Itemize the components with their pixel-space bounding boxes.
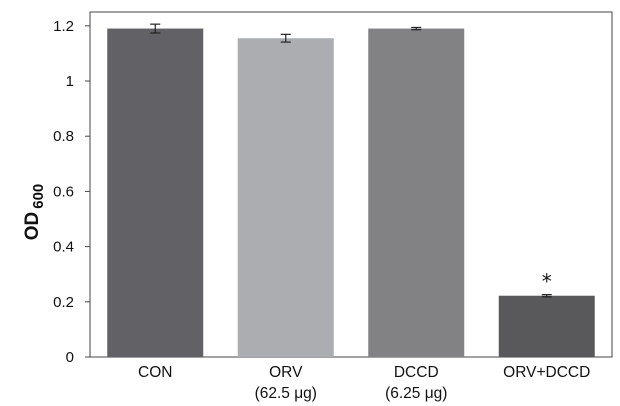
- y-tick-label: 1.2: [53, 18, 74, 35]
- x-category-label: DCCD: [394, 364, 439, 381]
- plot-area: 0 0.2 0.4 0.6 0.8 1 1.2 CON ORV (62.5 μg) DCCD (6.2…: [53, 11, 613, 402]
- y-axis-label: OD600: [22, 184, 47, 241]
- x-category-sublabel: (6.25 μg): [385, 385, 447, 402]
- x-category-label: ORV+DCCD: [503, 364, 590, 381]
- plot-frame: [89, 11, 613, 358]
- y-tick-label: 0.8: [53, 128, 74, 145]
- y-tick-label: 1: [66, 73, 74, 90]
- bar: [107, 28, 204, 358]
- x-category-label: ORV: [269, 364, 303, 381]
- y-tick-label: 0: [66, 349, 74, 366]
- bar: [368, 28, 465, 358]
- x-category-sublabel: (62.5 μg): [255, 385, 317, 402]
- significance-marker: *: [542, 270, 552, 294]
- y-tick-label: 0.2: [53, 294, 74, 311]
- y-tick-label: 0.4: [53, 239, 74, 256]
- bar: [498, 295, 595, 357]
- bar: [237, 38, 334, 357]
- x-category-label: CON: [138, 364, 172, 381]
- y-tick-label: 0.6: [53, 183, 74, 200]
